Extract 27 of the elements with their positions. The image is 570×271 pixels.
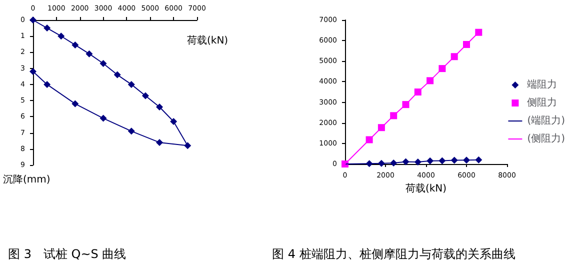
- point: [100, 114, 107, 122]
- point: [156, 104, 164, 110]
- legend-label: 侧阻力: [527, 96, 558, 108]
- point: [30, 16, 36, 24]
- point: [100, 60, 107, 67]
- point: [58, 32, 65, 40]
- point: [72, 41, 79, 48]
- point: [128, 128, 135, 135]
- x-axis-title: 荷载(kN): [187, 34, 228, 46]
- point: [142, 92, 149, 100]
- caption: 图 4 桩端阻力、桩侧摩阻力与荷载的关系曲线: [272, 247, 516, 261]
- point: [72, 100, 79, 108]
- point: [44, 80, 51, 88]
- point: [170, 118, 178, 125]
- caption: 图 3 试桩 Q~S 曲线: [8, 247, 126, 261]
- point: [44, 24, 51, 32]
- point: [30, 68, 36, 76]
- point: [114, 71, 121, 78]
- point: [86, 50, 93, 58]
- legend-label: (端阻力): [527, 114, 566, 126]
- legend-label: (侧阻力): [527, 132, 566, 144]
- point: [156, 138, 164, 146]
- point: [128, 80, 135, 88]
- legend-label: 端阻力: [527, 78, 558, 90]
- y-axis-title: 沉降(mm): [3, 174, 50, 186]
- x-axis-title: 荷载(kN): [405, 182, 447, 194]
- point: [184, 142, 192, 150]
